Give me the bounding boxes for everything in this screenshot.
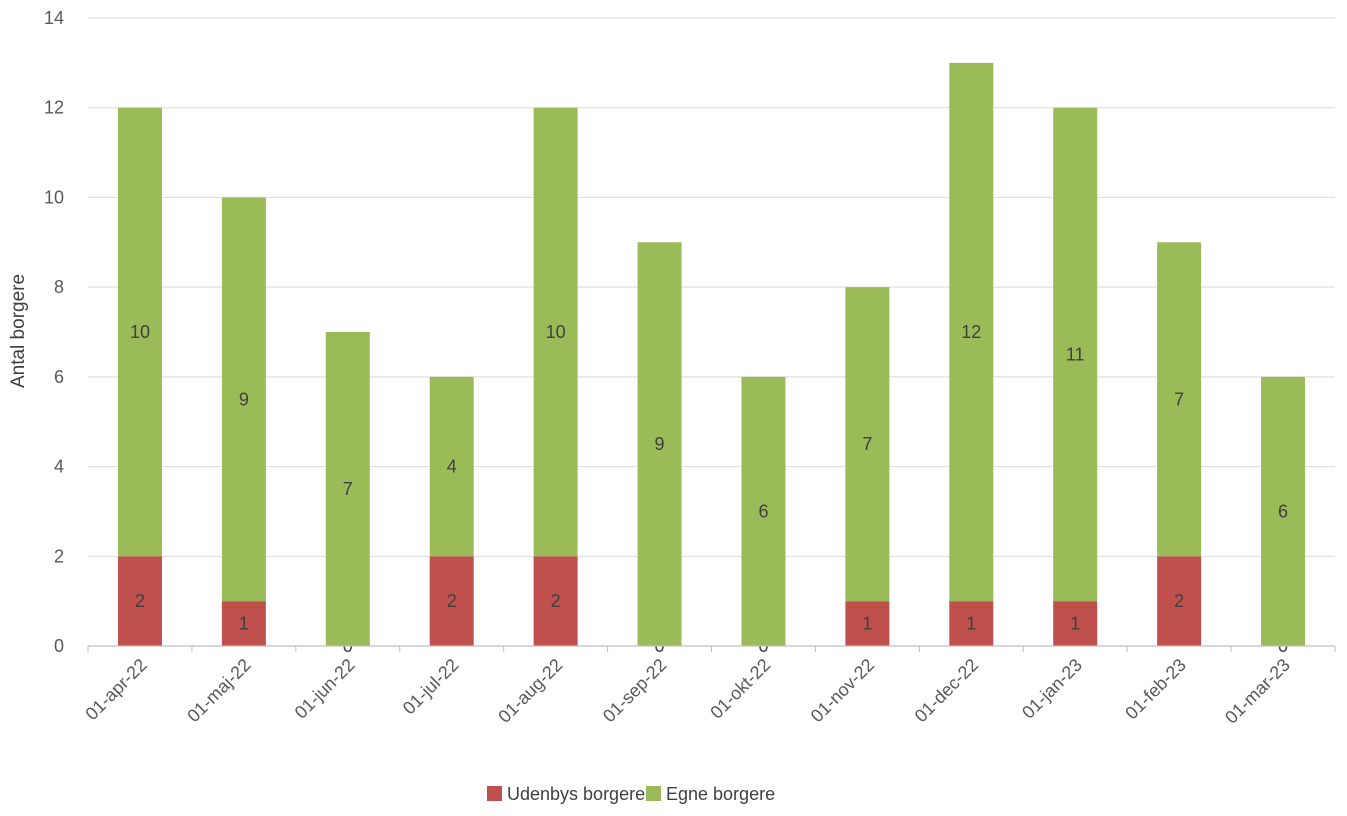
bar-segment bbox=[1157, 242, 1202, 557]
bar-segment bbox=[1053, 601, 1098, 646]
x-tick-label: 01-sep-22 bbox=[599, 655, 670, 726]
bar-segment bbox=[1261, 376, 1306, 646]
data-label: 7 bbox=[1174, 389, 1184, 409]
bar-segment bbox=[533, 107, 578, 557]
bar-segment bbox=[429, 556, 474, 646]
y-tick-label: 12 bbox=[44, 98, 64, 118]
data-label: 7 bbox=[343, 479, 353, 499]
data-label: 2 bbox=[551, 591, 561, 611]
data-label: 9 bbox=[655, 434, 665, 454]
bar-segment bbox=[221, 197, 266, 602]
x-tick-label: 01-apr-22 bbox=[81, 655, 150, 724]
y-axis-label: Antal borgere bbox=[8, 274, 29, 388]
bar-segment bbox=[221, 601, 266, 646]
x-tick-label: 01-maj-22 bbox=[183, 655, 254, 726]
legend-swatch bbox=[646, 786, 661, 801]
data-label: 6 bbox=[1278, 501, 1288, 521]
bar-segment bbox=[949, 601, 994, 646]
data-label: 4 bbox=[447, 457, 457, 477]
y-tick-label: 6 bbox=[54, 367, 64, 387]
y-tick-label: 10 bbox=[44, 187, 64, 207]
x-tick-label: 01-jan-23 bbox=[1018, 655, 1086, 723]
x-tick-label: 01-dec-22 bbox=[911, 655, 982, 726]
data-label: 1 bbox=[1070, 614, 1080, 634]
x-tick-label: 01-aug-22 bbox=[494, 655, 566, 727]
data-label: 10 bbox=[546, 322, 566, 342]
bar-segment bbox=[429, 376, 474, 557]
data-label: 2 bbox=[447, 591, 457, 611]
bar-segment bbox=[845, 601, 890, 646]
y-tick-label: 8 bbox=[54, 277, 64, 297]
legend-swatch bbox=[487, 786, 502, 801]
x-tick-label: 01-okt-22 bbox=[706, 655, 774, 723]
bar-segment bbox=[1053, 107, 1098, 602]
bar-segment bbox=[845, 287, 890, 602]
data-label: 7 bbox=[862, 434, 872, 454]
y-tick-label: 4 bbox=[54, 457, 64, 477]
x-tick-label: 01-jun-22 bbox=[291, 655, 359, 723]
data-label: 2 bbox=[1174, 591, 1184, 611]
bars: 2101907242100906171121112706 bbox=[117, 62, 1306, 656]
x-tick-label: 01-nov-22 bbox=[807, 655, 878, 726]
legend: Udenbys borgere Egne borgere bbox=[487, 784, 775, 804]
data-label: 2 bbox=[135, 591, 145, 611]
legend-label: Egne borgere bbox=[666, 784, 775, 804]
y-tick-label: 0 bbox=[54, 636, 64, 656]
bar-segment bbox=[637, 242, 682, 647]
bar-segment bbox=[533, 556, 578, 646]
data-label: 1 bbox=[966, 614, 976, 634]
bar-segment bbox=[741, 376, 786, 646]
data-label: 1 bbox=[862, 614, 872, 634]
data-label: 12 bbox=[961, 322, 981, 342]
x-tick-label: 01-jul-22 bbox=[399, 655, 463, 719]
legend-label: Udenbys borgere bbox=[507, 784, 645, 804]
bar-segment bbox=[1157, 556, 1202, 646]
x-tick-label: 01-feb-23 bbox=[1121, 655, 1190, 724]
data-label: 10 bbox=[130, 322, 150, 342]
data-label: 9 bbox=[239, 389, 249, 409]
y-tick-label: 14 bbox=[44, 8, 64, 28]
bar-segment bbox=[325, 332, 370, 646]
x-tick-label: 01-mar-23 bbox=[1221, 655, 1294, 728]
data-label: 6 bbox=[758, 501, 768, 521]
bar-segment bbox=[117, 107, 162, 557]
gridlines bbox=[88, 17, 1335, 557]
bar-segment bbox=[117, 556, 162, 646]
data-label: 11 bbox=[1066, 344, 1085, 364]
bar-segment bbox=[949, 62, 994, 602]
data-label: 1 bbox=[239, 614, 249, 634]
y-tick-label: 2 bbox=[54, 546, 64, 566]
